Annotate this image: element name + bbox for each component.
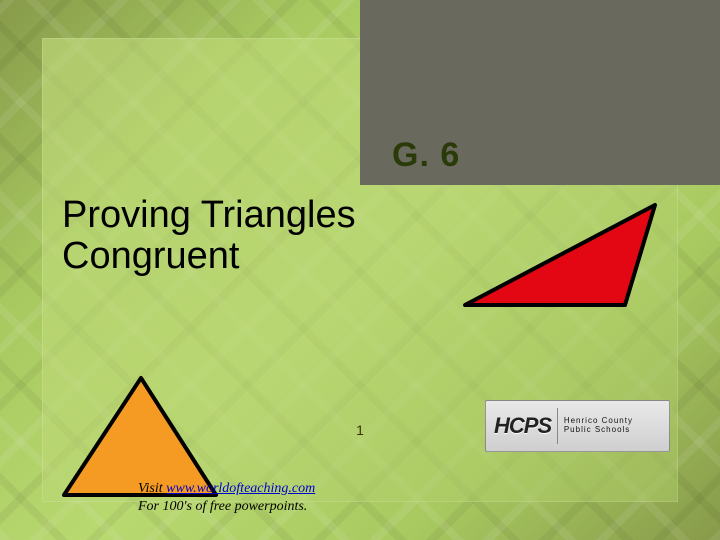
red-triangle-polygon <box>465 205 655 305</box>
standard-number: G. 6 <box>392 136 460 175</box>
footer-line2: For 100's of free powerpoints. <box>138 499 307 514</box>
slide-title: Proving Triangles Congruent <box>62 195 402 277</box>
page-number: 1 <box>356 422 364 438</box>
logo-acronym: HCPS <box>494 413 551 439</box>
header-block: G. 6 <box>360 0 720 185</box>
footer-text: Visit www.worldofteaching.com For 100's … <box>138 480 315 515</box>
logo-fullname: Henrico County Public Schools <box>564 417 661 435</box>
orange-triangle-polygon <box>64 378 216 495</box>
red-triangle-shape <box>455 190 665 330</box>
footer-visit-prefix: Visit <box>138 481 166 496</box>
footer-link[interactable]: www.worldofteaching.com <box>166 481 315 496</box>
hcps-logo: HCPS Henrico County Public Schools <box>485 400 670 452</box>
logo-divider <box>557 408 558 444</box>
